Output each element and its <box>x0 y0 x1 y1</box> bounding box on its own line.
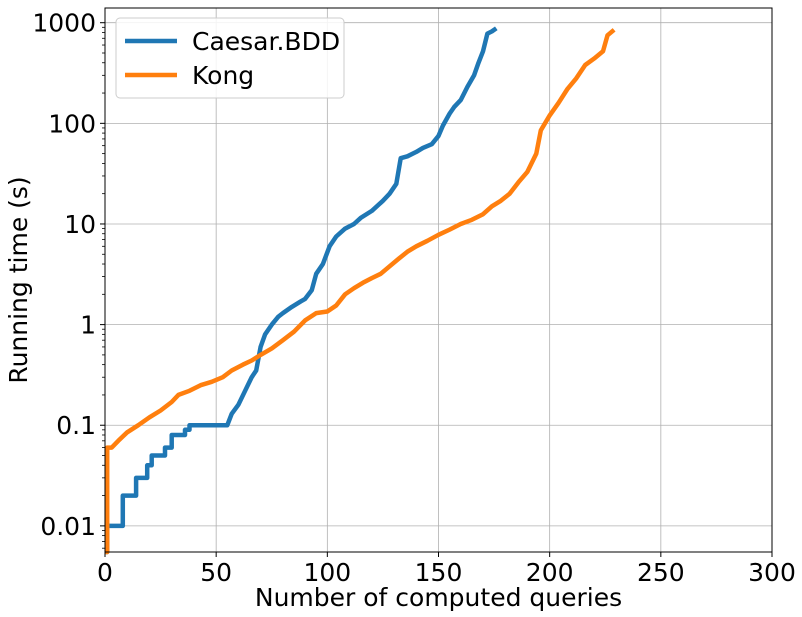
series-line-kong <box>104 28 616 555</box>
x-tick-label: 150 <box>415 558 463 587</box>
legend-box <box>115 17 345 99</box>
x-tick-label: 250 <box>637 558 685 587</box>
y-tick-label: 10 <box>64 210 96 239</box>
legend-label-caesar-bdd: Caesar.BDD <box>192 27 340 56</box>
axis-ticks: 0 50 100 150 200 250 300 0.01 0.1 1 10 100 1000 <box>32 9 795 587</box>
x-tick-label: 0 <box>97 558 113 587</box>
x-tick-label: 100 <box>303 558 351 587</box>
grid <box>104 8 773 552</box>
x-tick-label: 50 <box>200 558 232 587</box>
y-tick-label: 1000 <box>32 9 96 38</box>
y-tick-label: 100 <box>48 109 96 138</box>
y-tick-label: 1 <box>80 311 96 340</box>
x-axis-label: Number of computed queries <box>255 583 622 612</box>
legend-label-kong: Kong <box>192 61 254 90</box>
y-axis-label: Running time (s) <box>4 176 33 383</box>
x-tick-label: 200 <box>526 558 574 587</box>
y-tick-label: 0.01 <box>40 512 96 541</box>
legend: Caesar.BDD Kong <box>115 17 345 99</box>
y-tick-label: 0.1 <box>56 411 96 440</box>
series-line-caesar-bdd <box>104 26 498 555</box>
x-tick-label: 300 <box>748 558 796 587</box>
series-lines <box>104 26 616 555</box>
